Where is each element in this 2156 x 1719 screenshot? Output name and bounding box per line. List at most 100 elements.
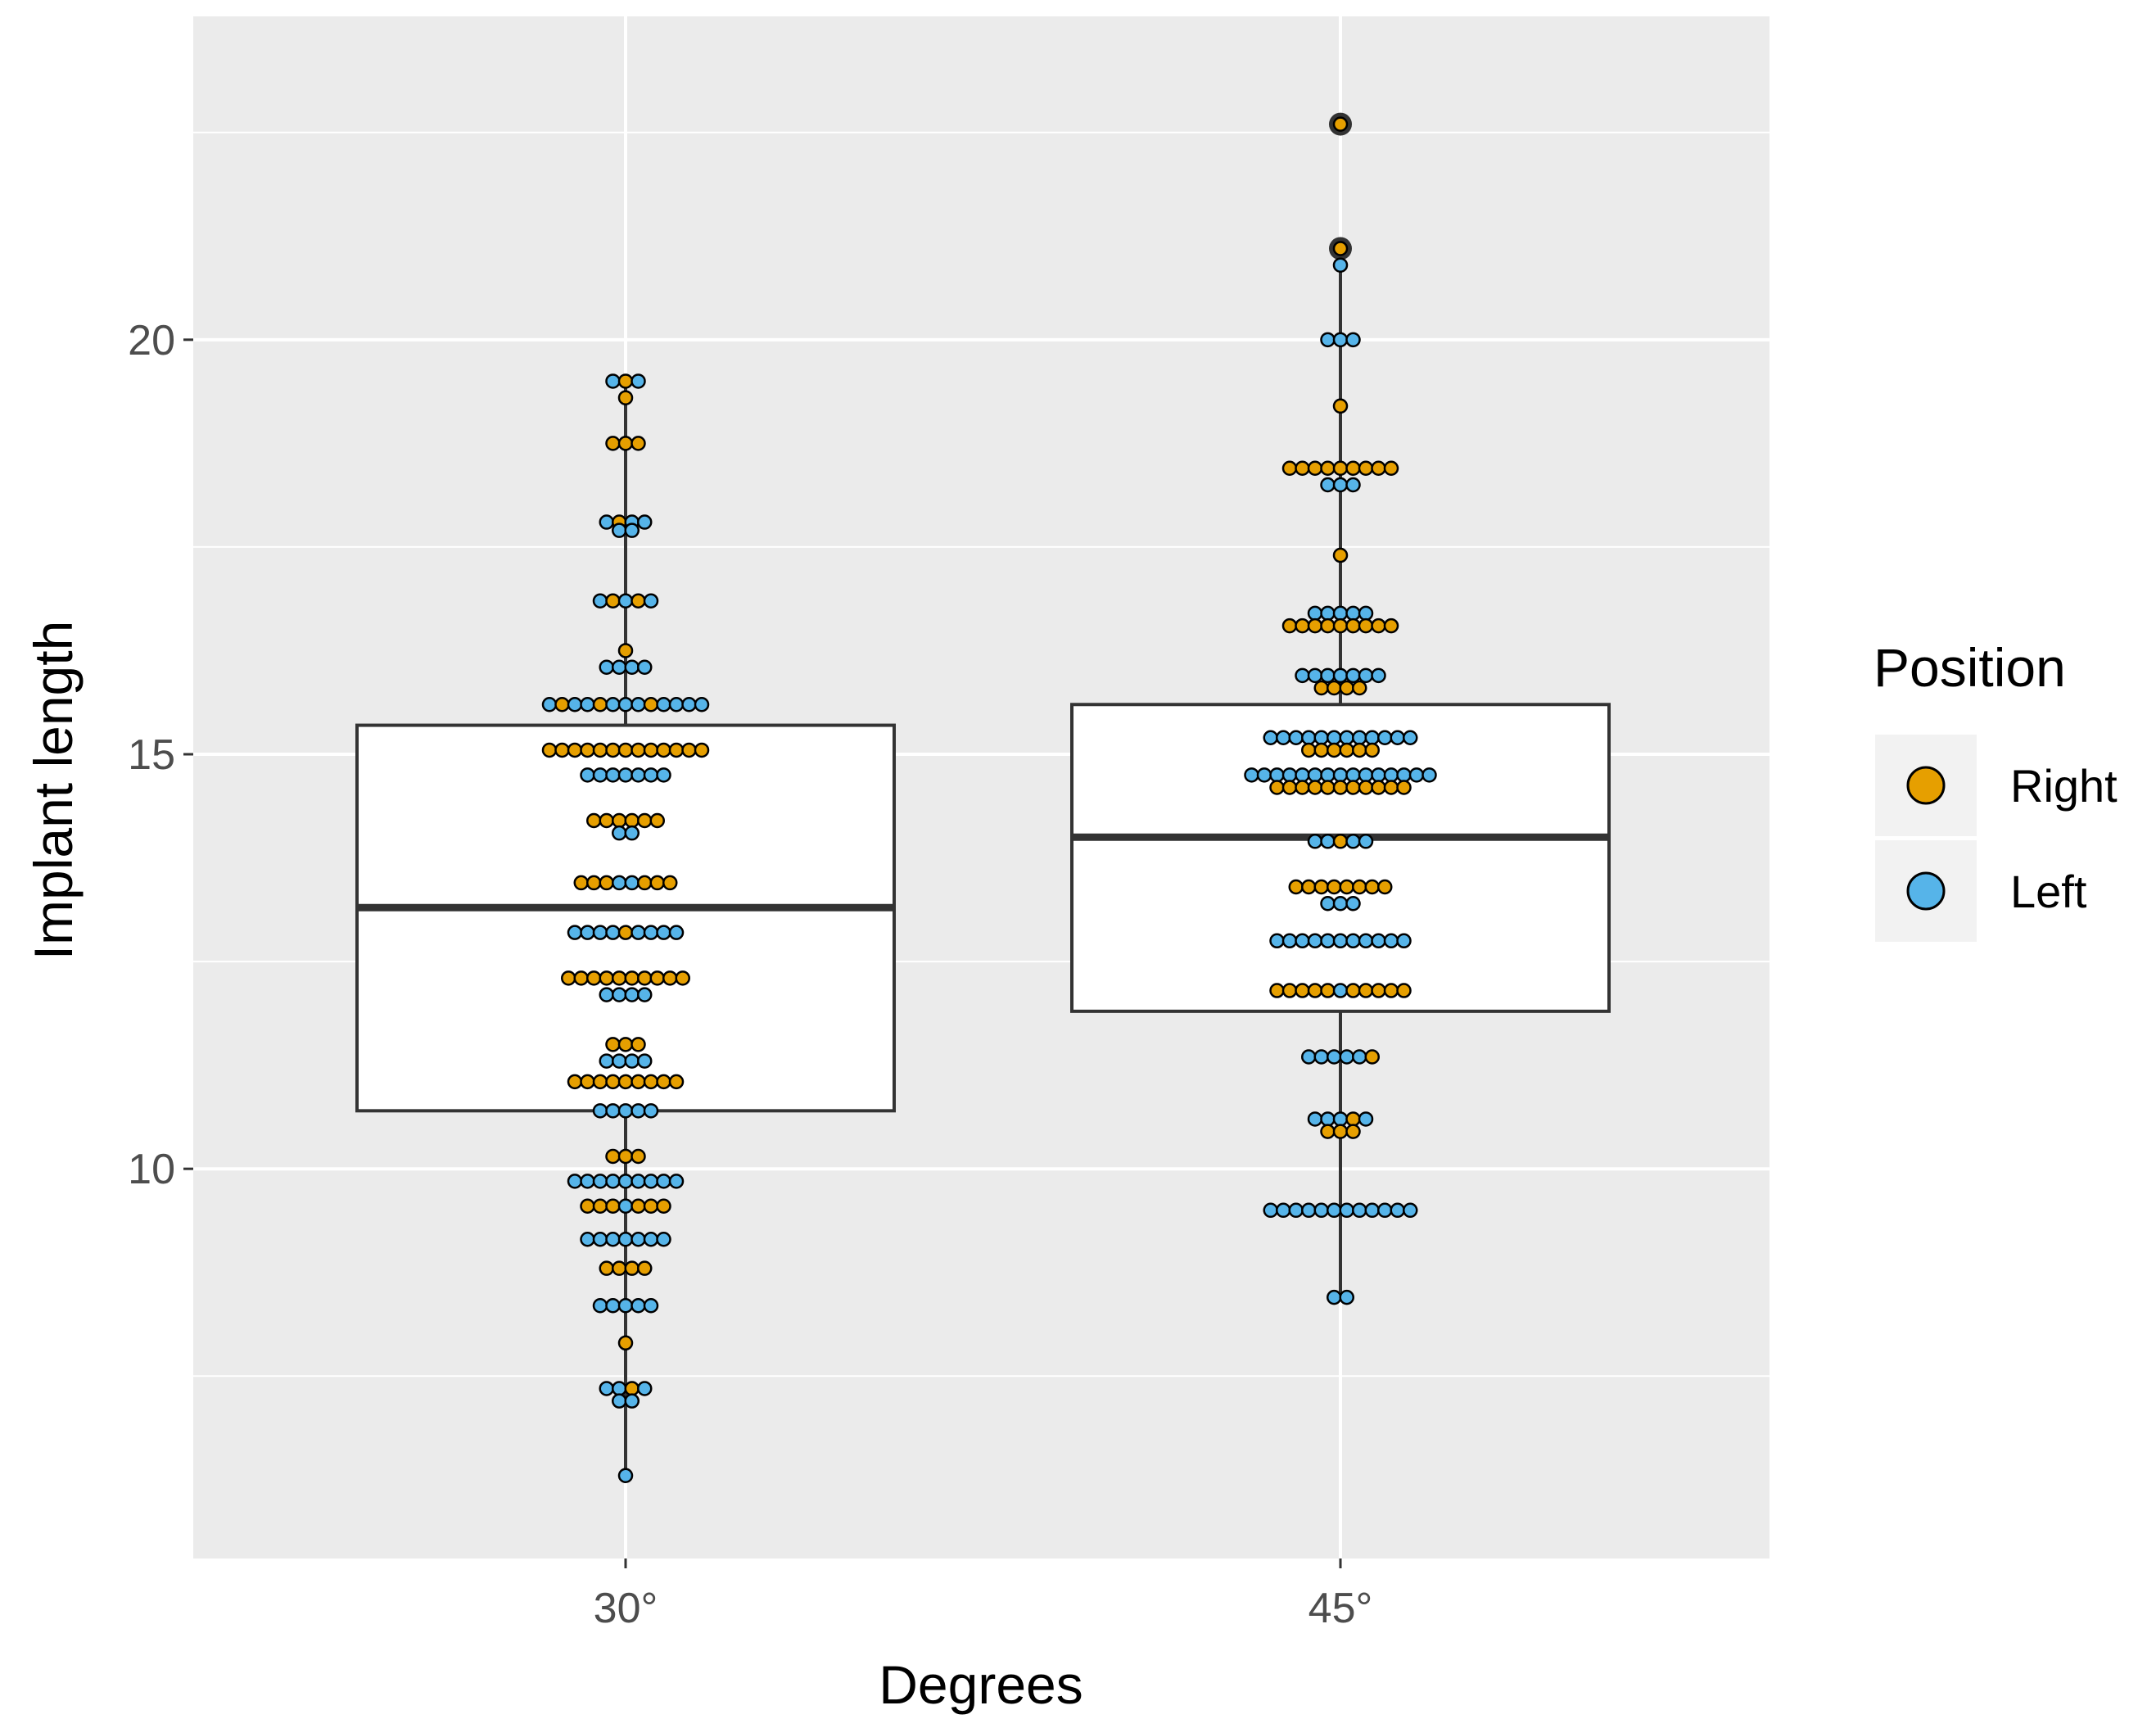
dot-right	[1307, 617, 1323, 634]
dot-right	[1313, 879, 1329, 895]
dot-right	[631, 1037, 646, 1052]
dot-left	[1364, 1202, 1380, 1219]
dot-left	[567, 925, 583, 940]
dot-left	[1276, 1202, 1291, 1219]
dot-right	[612, 812, 627, 829]
dot-right	[662, 875, 678, 891]
y-tick-label: 15	[128, 731, 175, 779]
dot-right	[541, 742, 558, 758]
dot-right	[668, 742, 685, 758]
dot-right	[637, 875, 653, 891]
dot-left	[1295, 767, 1310, 783]
legend-label-right: Right	[2010, 760, 2118, 812]
dot-right	[599, 812, 614, 829]
dot-right	[1371, 617, 1386, 634]
dot-left	[580, 1174, 595, 1189]
dot-left	[1390, 730, 1405, 746]
dot-left	[643, 1103, 659, 1119]
dot-left	[592, 767, 608, 783]
dot-left	[1276, 730, 1291, 746]
dot-left	[1320, 332, 1336, 348]
dot-left	[643, 593, 659, 608]
dot-right	[643, 697, 659, 712]
dot-left	[1313, 730, 1329, 746]
dot-left	[1371, 767, 1386, 783]
dot-right	[592, 697, 608, 712]
dot-left	[605, 697, 621, 712]
x-tick-label: 30°	[594, 1585, 658, 1632]
dot-right	[662, 970, 678, 986]
dot-right	[694, 742, 710, 758]
legend: Position Right Left	[1874, 637, 2118, 942]
dot-left	[617, 1103, 634, 1119]
dot-left	[592, 1231, 608, 1247]
dot-left	[1352, 1049, 1367, 1065]
dot-left	[1364, 730, 1380, 746]
dot-right	[1364, 1049, 1380, 1065]
dot-left	[1352, 1202, 1367, 1219]
dot-left	[1345, 667, 1361, 684]
dot-right	[605, 1198, 621, 1214]
dot-right	[586, 875, 602, 891]
dot-left	[1358, 605, 1374, 622]
dot-right	[1327, 742, 1342, 758]
dot-left	[1377, 730, 1393, 746]
dot-left	[624, 522, 640, 538]
dot-right	[1364, 742, 1380, 758]
dot-left	[1332, 767, 1349, 783]
dot-left	[1301, 1049, 1317, 1065]
dot-left	[605, 1103, 621, 1119]
dot-right	[1396, 780, 1412, 795]
dot-left	[637, 659, 653, 675]
dot-left	[592, 925, 608, 940]
dot-left	[637, 987, 653, 1002]
dot-right	[617, 1074, 634, 1090]
dot-left	[1332, 477, 1349, 493]
dot-left	[631, 373, 646, 389]
dot-left	[617, 1174, 634, 1189]
dot-right	[580, 1198, 595, 1214]
dot-right	[1371, 460, 1386, 476]
dot-right	[617, 390, 634, 405]
dot-right	[586, 970, 602, 986]
dot-right	[617, 1037, 634, 1052]
dot-right	[1327, 680, 1342, 696]
dot-left	[1269, 933, 1285, 949]
dot-left	[1313, 1202, 1329, 1219]
dot-right	[1371, 983, 1386, 998]
dot-left	[599, 659, 614, 675]
dot-right	[1269, 780, 1285, 795]
dot-left	[1281, 933, 1298, 949]
dot-right	[1339, 879, 1354, 895]
dot-right	[605, 742, 621, 758]
dot-right	[1295, 617, 1310, 634]
dot-right	[1383, 983, 1399, 998]
dot-left	[1371, 933, 1386, 949]
dot-right	[617, 1148, 634, 1165]
dot-left	[1358, 933, 1374, 949]
dot-left	[1288, 730, 1304, 746]
dot-left	[631, 925, 646, 940]
dot-left	[643, 1231, 659, 1247]
dot-left	[1301, 1202, 1317, 1219]
dot-right	[617, 925, 634, 940]
y-tick-label: 20	[128, 317, 175, 364]
dot-left	[1307, 834, 1323, 849]
dot-right	[1332, 460, 1349, 476]
dot-right	[617, 436, 634, 451]
dot-left	[1320, 834, 1336, 849]
dot-left	[624, 1393, 640, 1409]
dot-points	[541, 116, 1437, 1484]
dot-left	[1422, 767, 1437, 783]
dot-left	[605, 767, 621, 783]
dot-right	[612, 1260, 627, 1276]
dot-left	[1263, 1202, 1278, 1219]
dot-left	[624, 875, 640, 891]
dot-right	[1332, 834, 1349, 849]
dot-left	[637, 1053, 653, 1069]
y-tick-label: 10	[128, 1146, 175, 1193]
dot-left	[1313, 1049, 1329, 1065]
dot-left	[1327, 1202, 1342, 1219]
dot-right	[1345, 460, 1361, 476]
dot-left	[1327, 730, 1342, 746]
